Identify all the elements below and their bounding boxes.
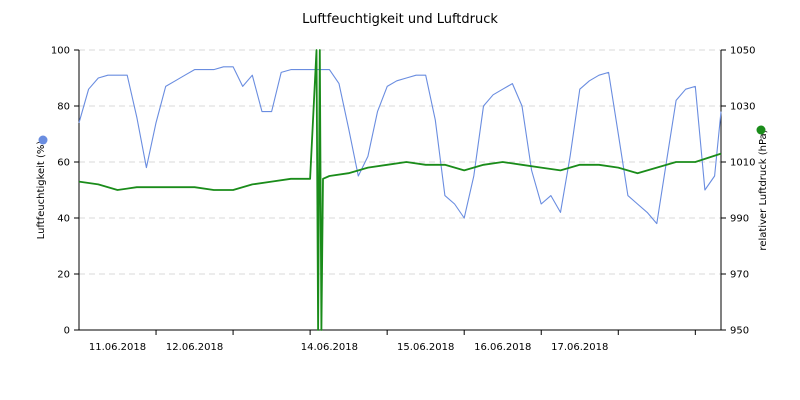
y-right-tick-label: 1030 bbox=[730, 102, 755, 113]
series-layer bbox=[78, 49, 722, 331]
x-tick-label: 14.06.2018 bbox=[301, 342, 358, 353]
y-left-tick-label: 20 bbox=[57, 270, 70, 281]
y-left-tick-label: 80 bbox=[57, 102, 70, 113]
x-tick-label: 16.06.2018 bbox=[474, 342, 531, 353]
y-axis-right-title: relativer Luftdruck (hPa) bbox=[758, 129, 769, 250]
y-axis-right: 950 970 990 1010 1030 1050 bbox=[720, 46, 755, 337]
y-left-tick-label: 100 bbox=[51, 46, 70, 57]
y-right-tick-label: 950 bbox=[730, 326, 749, 337]
x-tick-label: 15.06.2018 bbox=[397, 342, 454, 353]
y-left-tick-label: 40 bbox=[57, 214, 70, 225]
y-right-tick-label: 970 bbox=[730, 270, 749, 281]
y-axis-left-legend-dot bbox=[38, 135, 48, 145]
y-right-tick-label: 1050 bbox=[730, 46, 755, 57]
y-axis-left-title: Luftfeuchtigkeit (%) bbox=[36, 141, 47, 240]
y-right-tick-label: 1010 bbox=[730, 158, 755, 169]
series-line-luftdruck bbox=[78, 49, 722, 331]
y-axis-right-legend-dot bbox=[756, 125, 766, 135]
series-line-luftfeuchtigkeit bbox=[78, 66, 722, 225]
grid bbox=[79, 49, 721, 275]
x-tick-label: 11.06.2018 bbox=[89, 342, 146, 353]
y-left-tick-label: 0 bbox=[64, 326, 70, 337]
y-axis-left: 0 20 40 60 80 100 bbox=[51, 46, 80, 337]
y-left-tick-label: 60 bbox=[57, 158, 70, 169]
x-axis: 11.06.2018 12.06.2018 14.06.2018 15.06.2018… bbox=[89, 330, 696, 353]
x-tick-label: 12.06.2018 bbox=[166, 342, 223, 353]
x-tick-label: 17.06.2018 bbox=[551, 342, 608, 353]
y-right-tick-label: 990 bbox=[730, 214, 749, 225]
chart-title: Luftfeuchtigkeit und Luftdruck bbox=[302, 12, 498, 27]
